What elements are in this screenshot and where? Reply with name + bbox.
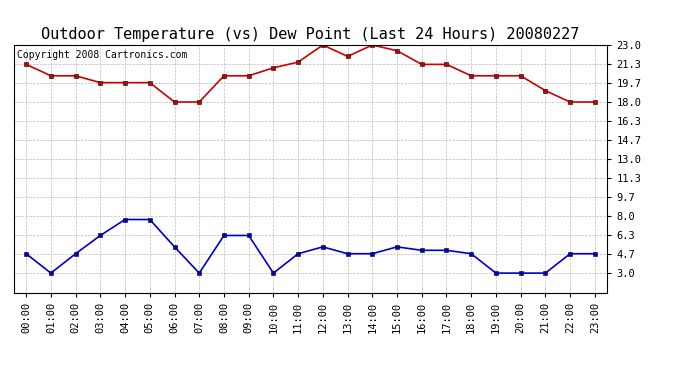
Text: Copyright 2008 Cartronics.com: Copyright 2008 Cartronics.com [17,50,187,60]
Title: Outdoor Temperature (vs) Dew Point (Last 24 Hours) 20080227: Outdoor Temperature (vs) Dew Point (Last… [41,27,580,42]
